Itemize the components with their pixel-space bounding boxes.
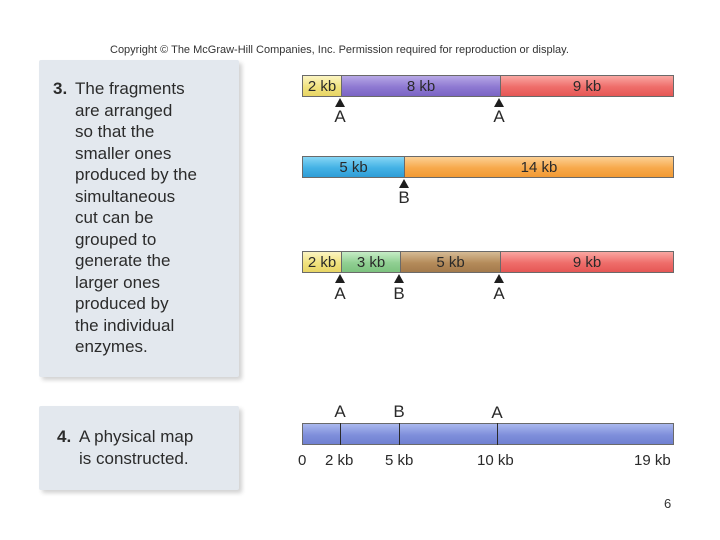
step-3-line: so that the xyxy=(75,122,155,141)
copyright-notice: Copyright © The McGraw-Hill Companies, I… xyxy=(110,44,569,56)
digest-b-bar: 5 kb 14 kb xyxy=(302,156,674,178)
fragment-segment: 5 kb xyxy=(400,252,500,272)
map-site-label: A xyxy=(334,402,346,421)
page-number: 6 xyxy=(664,496,672,511)
fragment-segment: 3 kb xyxy=(341,252,400,272)
digest-a-bar: 2 kb 8 kb 9 kb xyxy=(302,75,674,97)
cut-site-arrow-icon xyxy=(494,274,504,283)
map-position-label: 2 kb xyxy=(325,452,354,469)
map-position-label: 0 xyxy=(298,452,307,469)
site-label: B xyxy=(398,188,410,207)
fragment-segment: 2 kb xyxy=(303,252,341,272)
step-3-line: simultaneous xyxy=(75,186,176,206)
cut-site-arrow-icon xyxy=(399,179,409,188)
step-3-box: 3. The fragments are arranged so that the… xyxy=(39,60,239,377)
fragment-segment: 2 kb xyxy=(303,76,341,96)
step-3-line: produced by the xyxy=(75,165,197,184)
step-3-line: grouped to xyxy=(75,229,157,249)
map-position-label: 19 kb xyxy=(634,452,671,469)
step-3-line: smaller ones xyxy=(75,143,172,163)
step-3-line: cut can be xyxy=(75,208,154,227)
step-3-line: larger ones xyxy=(75,272,161,292)
map-site-tick xyxy=(340,423,341,445)
site-label: A xyxy=(493,284,505,303)
site-label: A xyxy=(334,284,346,303)
step-3-line: produced by xyxy=(75,294,169,313)
cut-site-arrow-icon xyxy=(394,274,404,283)
step-4-line-0: A physical map xyxy=(79,427,194,446)
fragment-segment: 9 kb xyxy=(500,252,673,272)
step-3-line: are arranged xyxy=(75,100,173,120)
step-4-text: 4. A physical map is constructed. xyxy=(57,426,237,469)
map-site-tick xyxy=(497,423,498,445)
map-position-label: 10 kb xyxy=(477,452,514,469)
fragment-segment: 14 kb xyxy=(404,157,673,177)
cut-site-arrow-icon xyxy=(335,274,345,283)
site-label: B xyxy=(393,284,405,303)
step-4-number: 4. xyxy=(57,427,72,446)
step-3-line: generate the xyxy=(75,251,171,270)
map-position-label: 5 kb xyxy=(385,452,414,469)
cut-site-arrow-icon xyxy=(494,98,504,107)
step-3-number: 3. xyxy=(53,79,68,98)
double-digest-bar: 2 kb 3 kb 5 kb 9 kb xyxy=(302,251,674,273)
fragment-segment: 5 kb xyxy=(303,157,404,177)
map-site-label: B xyxy=(393,402,405,421)
step-4-box: 4. A physical map is constructed. xyxy=(39,406,239,490)
step-3-line: the individual xyxy=(75,315,175,335)
cut-site-arrow-icon xyxy=(335,98,345,107)
step-3-line-0: The fragments xyxy=(75,79,185,98)
step-4-line: is constructed. xyxy=(79,448,189,468)
map-site-tick xyxy=(399,423,400,445)
physical-map-bar xyxy=(302,423,674,445)
map-site-label: A xyxy=(491,403,503,422)
site-label: A xyxy=(334,107,346,126)
step-3-line: enzymes. xyxy=(75,337,148,356)
step-3-text: 3. The fragments are arranged so that the… xyxy=(53,78,235,358)
fragment-segment: 8 kb xyxy=(341,76,500,96)
site-label: A xyxy=(493,107,505,126)
fragment-segment: 9 kb xyxy=(500,76,673,96)
